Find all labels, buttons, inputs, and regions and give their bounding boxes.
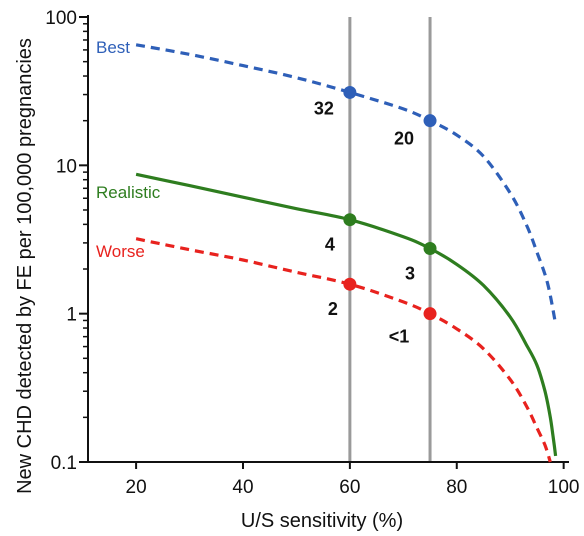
data-label-best-60: 32: [314, 98, 334, 118]
series-label-best: Best: [96, 38, 130, 57]
axes: 20 40 60 80 100 0.1 1 10 100: [45, 8, 579, 498]
data-point-realistic-75: [423, 241, 437, 255]
data-label-worse-60: 2: [328, 299, 338, 319]
x-tick-label-60: 60: [339, 477, 360, 498]
data-label-realistic-60: 4: [325, 235, 335, 255]
series-group: [135, 43, 558, 463]
reference-lines: [348, 17, 432, 462]
data-label-realistic-75: 3: [405, 263, 415, 283]
data-point-best-75: [423, 114, 437, 128]
y-tick-label-1: 1: [66, 305, 77, 326]
data-label-best-75: 20: [394, 129, 414, 149]
data-point-best-60: [343, 85, 357, 99]
x-tick-label-80: 80: [446, 477, 467, 498]
labels-group: 32 20 Best 4 3 Realistic 2 <1 Worse: [96, 38, 415, 347]
series-label-realistic: Realistic: [96, 183, 161, 202]
x-tick-label-20: 20: [126, 477, 147, 498]
y-axis-title: New CHD detected by FE per 100,000 pregn…: [14, 38, 36, 494]
y-tick-label-0.1: 0.1: [51, 453, 77, 474]
series-label-worse: Worse: [96, 242, 145, 261]
y-tick-label-10: 10: [56, 156, 77, 177]
series-line-best: [135, 43, 558, 325]
x-axis-title: U/S sensitivity (%): [241, 510, 403, 532]
series-line-worse: [135, 237, 552, 463]
data-point-worse-60: [343, 277, 357, 291]
data-point-worse-75: [423, 307, 437, 321]
x-tick-label-40: 40: [232, 477, 253, 498]
data-point-realistic-60: [343, 213, 357, 227]
x-tick-label-100: 100: [548, 477, 580, 498]
series-line-realistic: [135, 172, 558, 457]
y-tick-label-100: 100: [45, 8, 77, 29]
data-label-worse-75: <1: [389, 327, 410, 347]
